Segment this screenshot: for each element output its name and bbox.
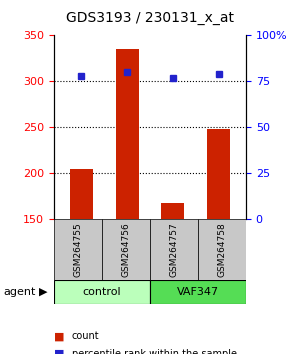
Bar [70, 169, 93, 219]
Bar [161, 203, 184, 219]
Bar [207, 129, 230, 219]
Text: GSM264757: GSM264757 [169, 222, 178, 277]
Text: agent: agent [3, 287, 35, 297]
FancyBboxPatch shape [198, 219, 246, 280]
Text: GSM264758: GSM264758 [218, 222, 226, 277]
Text: ▶: ▶ [39, 287, 47, 297]
Text: control: control [83, 287, 121, 297]
Text: ■: ■ [54, 349, 64, 354]
Text: GSM264755: GSM264755 [74, 222, 82, 277]
Text: VAF347: VAF347 [177, 287, 219, 297]
Bar [116, 49, 139, 219]
FancyBboxPatch shape [150, 219, 198, 280]
Text: count: count [72, 331, 100, 341]
Text: GDS3193 / 230131_x_at: GDS3193 / 230131_x_at [66, 11, 234, 25]
Text: ■: ■ [54, 331, 64, 341]
FancyBboxPatch shape [54, 280, 150, 304]
Text: GSM264756: GSM264756 [122, 222, 130, 277]
FancyBboxPatch shape [150, 280, 246, 304]
Text: percentile rank within the sample: percentile rank within the sample [72, 349, 237, 354]
FancyBboxPatch shape [102, 219, 150, 280]
FancyBboxPatch shape [54, 219, 102, 280]
